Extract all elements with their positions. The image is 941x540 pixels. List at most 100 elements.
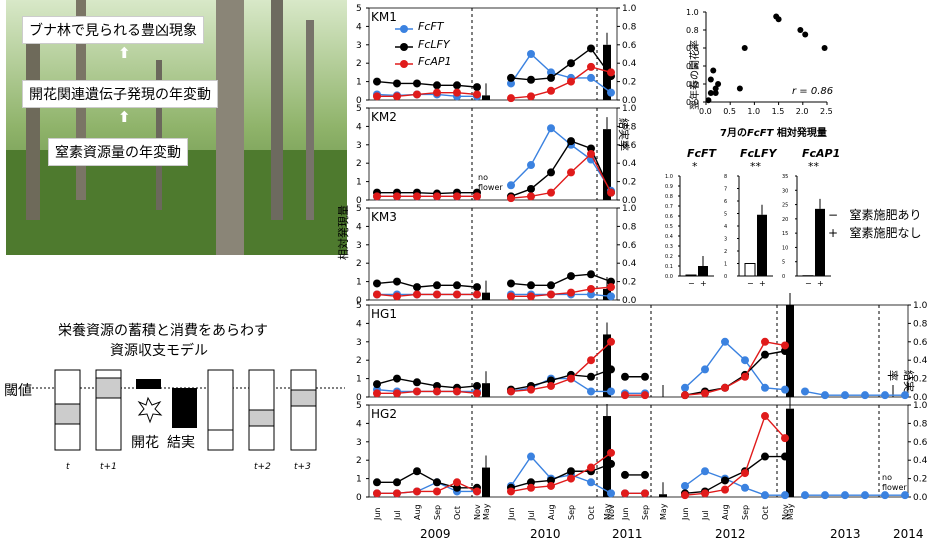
fert-tick-label: 15 <box>782 231 788 237</box>
series-point <box>587 290 595 299</box>
series-point <box>681 481 689 490</box>
scatter-r-value: r = 0.86 <box>792 86 834 97</box>
y2-tick-label: 0.6 <box>913 438 928 448</box>
y2-tick-label: 0.4 <box>622 59 637 69</box>
series-point <box>607 292 615 301</box>
series-point <box>507 487 515 496</box>
series-point <box>841 391 849 400</box>
series-line <box>510 341 612 393</box>
series-point <box>547 281 555 290</box>
fruit-cost-bar <box>172 388 197 428</box>
y-tick-label: 5 <box>356 301 362 311</box>
series-point <box>781 491 789 500</box>
scatter-ylabel: 翌年春の開花率 <box>690 40 701 110</box>
scatter-y-tick-label: 0.8 <box>686 26 699 35</box>
series-line <box>510 66 612 99</box>
fert-tick-label: 7 <box>724 187 727 193</box>
fruit-bar <box>482 95 490 100</box>
series-point <box>781 347 789 355</box>
y-tick-label: 1 <box>356 178 362 188</box>
series-point <box>373 192 381 201</box>
panel-frame <box>368 7 618 101</box>
series-point <box>607 387 615 396</box>
series-point <box>473 381 481 390</box>
y-tick-label: 1 <box>356 78 362 88</box>
series-point <box>527 50 535 58</box>
month-label: Jun <box>681 508 690 522</box>
y-axis-label-right-top: 結実率 <box>617 118 630 151</box>
t3-label: t+3 <box>294 462 311 472</box>
fert-tick-label: 4 <box>724 224 727 230</box>
t-label: t <box>66 462 70 472</box>
fert-tick-label: 10 <box>782 245 788 251</box>
y2-tick-label: 0.4 <box>622 259 637 269</box>
series-point <box>901 391 909 400</box>
fert-bar-without-n <box>698 266 708 276</box>
y-tick-label: 4 <box>356 122 362 132</box>
series-point <box>607 188 615 197</box>
fert-tick-label: 0.1 <box>665 264 673 270</box>
y2-tick-label: 0.8 <box>622 222 637 232</box>
series-point <box>607 68 615 77</box>
series-point <box>741 469 749 478</box>
series-point <box>621 391 629 400</box>
scatter-point <box>712 85 719 92</box>
y2-tick-label: 0.0 <box>622 196 637 206</box>
flower-label: 開花 <box>131 435 159 451</box>
series-point <box>413 487 421 496</box>
y2-tick-label: 1.0 <box>622 104 637 114</box>
year-label: 2012 <box>715 527 746 540</box>
series-point <box>507 387 515 396</box>
series-point <box>761 412 769 421</box>
burst-icon <box>137 396 163 424</box>
series-point <box>587 144 595 153</box>
month-label: Jul <box>701 510 710 521</box>
month-label: Jun <box>507 508 516 522</box>
fert-tick-label: 0.6 <box>665 214 673 220</box>
series-point <box>393 292 401 301</box>
series-point <box>781 452 789 461</box>
scatter-y-tick-label: 1.0 <box>686 8 699 17</box>
series-point <box>527 292 535 301</box>
series-point <box>507 79 515 88</box>
series-point <box>453 81 461 90</box>
series-point <box>587 44 595 53</box>
series-line <box>510 140 612 197</box>
year-label: 2013 <box>830 527 861 540</box>
y-tick-label: 4 <box>356 222 362 232</box>
fert-tick-label: 0.9 <box>665 184 673 190</box>
series-point <box>607 448 615 457</box>
series-point <box>373 279 381 288</box>
series-point <box>507 94 515 103</box>
series-line <box>510 455 612 494</box>
series-point <box>433 81 441 90</box>
fert-plus-label: + <box>759 279 766 288</box>
series-point <box>607 337 615 346</box>
series-point <box>681 383 689 392</box>
series-point <box>413 467 421 476</box>
series-point <box>413 290 421 299</box>
fert-tick-label: 0.2 <box>665 254 673 260</box>
series-point <box>393 277 401 286</box>
series-point <box>761 452 769 461</box>
fruit-bar <box>786 305 794 397</box>
legend-fcft: FcFT <box>418 20 444 33</box>
forest-photo: ブナ林で見られる豊凶現象 ⬆ 開花関連遺伝子発現の年変動 ⬆ 窒素資源量の年変動 <box>6 0 347 255</box>
year-label: 2009 <box>420 527 451 540</box>
month-label: Oct <box>453 506 462 520</box>
series-point <box>393 478 401 487</box>
y-tick-label: 3 <box>356 438 362 448</box>
series-point <box>473 389 481 398</box>
series-point <box>621 470 629 479</box>
y-tick-label: 3 <box>356 141 362 151</box>
series-point <box>607 277 615 286</box>
fert-tick-label: 1 <box>724 262 727 268</box>
series-point <box>473 290 481 299</box>
series-point <box>901 491 909 500</box>
series-point <box>881 491 889 500</box>
series-point <box>781 341 789 350</box>
arrow-up-icon: ⬆ <box>118 108 131 126</box>
series-line <box>684 341 786 396</box>
series-point <box>567 474 575 483</box>
